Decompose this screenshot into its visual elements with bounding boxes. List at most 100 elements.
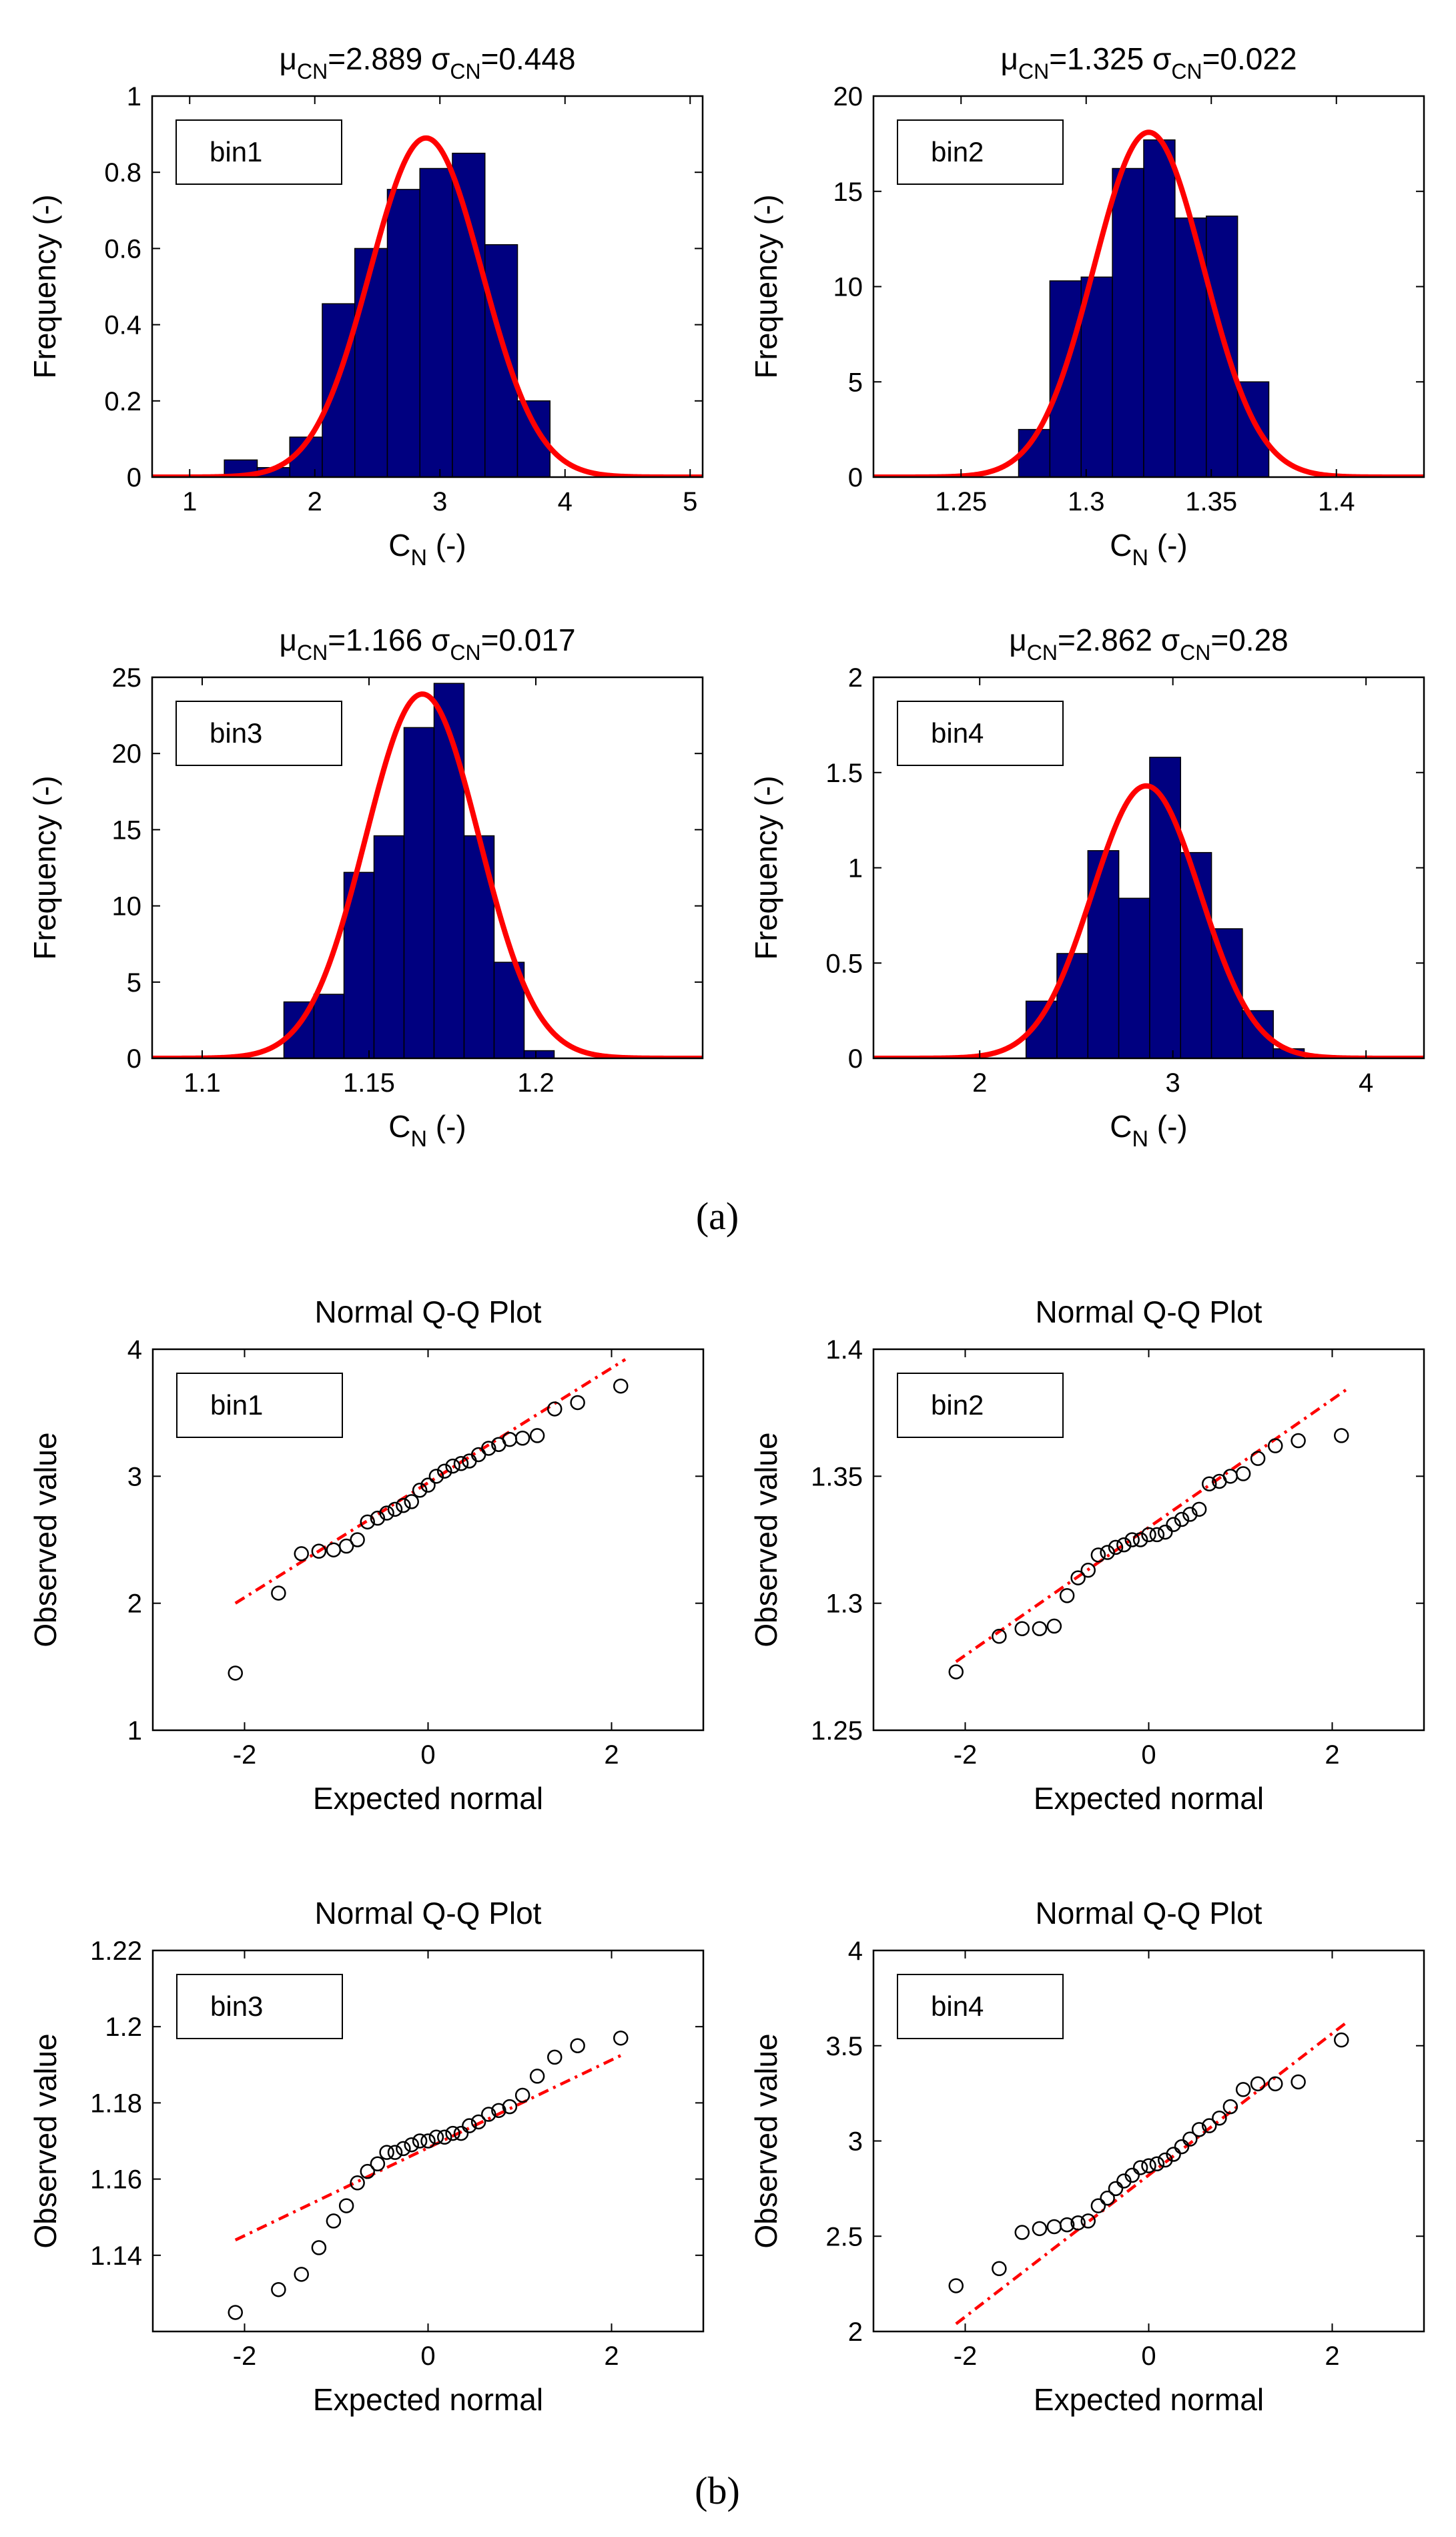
qq-point [570, 2038, 585, 2053]
qq-point [1059, 2217, 1075, 2233]
y-axis-label: Frequency (-) [27, 775, 62, 960]
qq-point [360, 1514, 375, 1530]
y-tick-label: 1 [127, 82, 141, 111]
histogram-bar [1174, 217, 1207, 477]
qq-point [1141, 2158, 1156, 2173]
chart-qq3: -2 0 2 1.14 1.16 1.18 1.2 1.22 bin3 Normal Q-Q Pl… [28, 1896, 705, 2417]
qq-point [1235, 1466, 1251, 1481]
x-axis-label-main: C [1110, 1109, 1132, 1144]
qq-point [462, 2118, 477, 2133]
title-mu-symbol: μ [1000, 41, 1018, 76]
qq-point [396, 1497, 411, 1513]
plot-content [948, 2021, 1349, 2325]
qq-point [437, 1463, 452, 1479]
qq-point [948, 1664, 964, 1680]
legend-box [897, 701, 1064, 766]
y-tick-label: 5 [127, 968, 141, 998]
qq-point [453, 1456, 469, 1471]
qq-point [1291, 2074, 1306, 2090]
qq-point [404, 1494, 419, 1509]
title-mu-symbol: μ [279, 41, 297, 76]
histogram-bar [484, 244, 518, 477]
qq-point [613, 1378, 629, 1394]
x-tick-label: -2 [954, 2341, 978, 2371]
histogram-bar [322, 303, 356, 477]
title-mu-value: =1.325 [1049, 41, 1152, 76]
title-mu-subscript: CN [297, 59, 328, 83]
y-tick-label: 0.4 [104, 311, 141, 340]
qq-point [1166, 2147, 1181, 2162]
x-tick-label: 0 [420, 2341, 435, 2371]
y-tick-label: 4 [127, 1335, 142, 1365]
qq-point [228, 2305, 243, 2320]
histogram-bar [354, 248, 388, 477]
title-mu-subscript: CN [297, 641, 328, 665]
qq-point [1070, 1570, 1086, 1585]
plot-content [873, 129, 1424, 477]
histogram-bar [1087, 850, 1120, 1058]
qq-point [1124, 2167, 1140, 2183]
qq-point [326, 2213, 342, 2229]
qq-point [1046, 1618, 1062, 1634]
title-sigma-value: =0.022 [1202, 41, 1297, 76]
legend-box [897, 119, 1064, 185]
y-tick-label: 1.5 [825, 759, 863, 788]
qq-point [271, 2281, 286, 2297]
plot-content [228, 1358, 629, 1681]
qq-point [379, 1505, 394, 1521]
y-tick-label: 1 [848, 854, 863, 883]
y-tick-label: 20 [833, 82, 863, 111]
chart-qq1: -2 0 2 1 2 3 4 bin1 Normal Q-Q Plot Expected norm… [28, 1295, 705, 1816]
x-tick-label: 1.2 [517, 1068, 555, 1098]
x-tick-label: 2 [1325, 1740, 1339, 1770]
qq-point [404, 2137, 419, 2153]
chart-qq4: -2 0 2 2 2.5 3 3.5 4 bin4 Normal Q-Q Plot Expected… [749, 1896, 1425, 2417]
qq-point [370, 2156, 386, 2172]
x-tick-label: 1.25 [935, 487, 987, 516]
x-axis-label-main: C [1110, 528, 1132, 563]
title-sigma-subscript: CN [450, 641, 480, 665]
qq-point [1090, 2198, 1106, 2213]
qq-point [1059, 1587, 1075, 1603]
qq-point [1108, 1539, 1124, 1555]
histogram-bar [313, 994, 345, 1058]
qq-point [613, 2031, 629, 2046]
y-tick-label: 1.3 [825, 1589, 863, 1619]
chart-title: Normal Q-Q Plot [1036, 1896, 1262, 1930]
qq-point [1174, 1511, 1190, 1527]
y-tick-label: 10 [833, 273, 863, 302]
qq-point [1212, 2110, 1227, 2126]
qq-point [1202, 2118, 1217, 2133]
qq-point [1100, 1545, 1115, 1560]
qq-point [1014, 2225, 1030, 2240]
y-tick-label: 2 [127, 1589, 142, 1619]
x-axis-label: CN (-) [1110, 1109, 1188, 1152]
title-mu-value: =2.862 [1058, 623, 1161, 657]
reference-line [234, 1358, 627, 1605]
title-mu-symbol: μ [279, 623, 297, 657]
y-tick-label: 1 [127, 1716, 142, 1746]
legend-label: bin4 [931, 1990, 984, 2022]
y-tick-label: 0.6 [104, 234, 141, 264]
qq-point [1334, 2032, 1349, 2048]
y-tick-label: 10 [112, 892, 142, 922]
y-axis-label: Observed value [28, 1432, 63, 1647]
plot-content [228, 2031, 629, 2320]
qq-point [350, 1532, 365, 1547]
qq-point [228, 1666, 243, 1681]
qq-point [294, 2267, 309, 2282]
title-sigma-value: =0.28 [1210, 623, 1288, 657]
qq-point [437, 2129, 452, 2145]
x-tick-label: 2 [604, 2341, 619, 2371]
qq-point [1141, 1527, 1156, 1543]
qq-point [1191, 2122, 1207, 2137]
qq-point [948, 2278, 964, 2293]
title-sigma-subscript: CN [1180, 641, 1210, 665]
legend-label: bin1 [210, 136, 262, 167]
x-axis-label: CN (-) [388, 528, 466, 571]
qq-point [412, 2133, 428, 2149]
qq-point [481, 2107, 496, 2122]
qq-point [271, 1585, 286, 1601]
x-tick-label: 3 [1166, 1068, 1180, 1098]
